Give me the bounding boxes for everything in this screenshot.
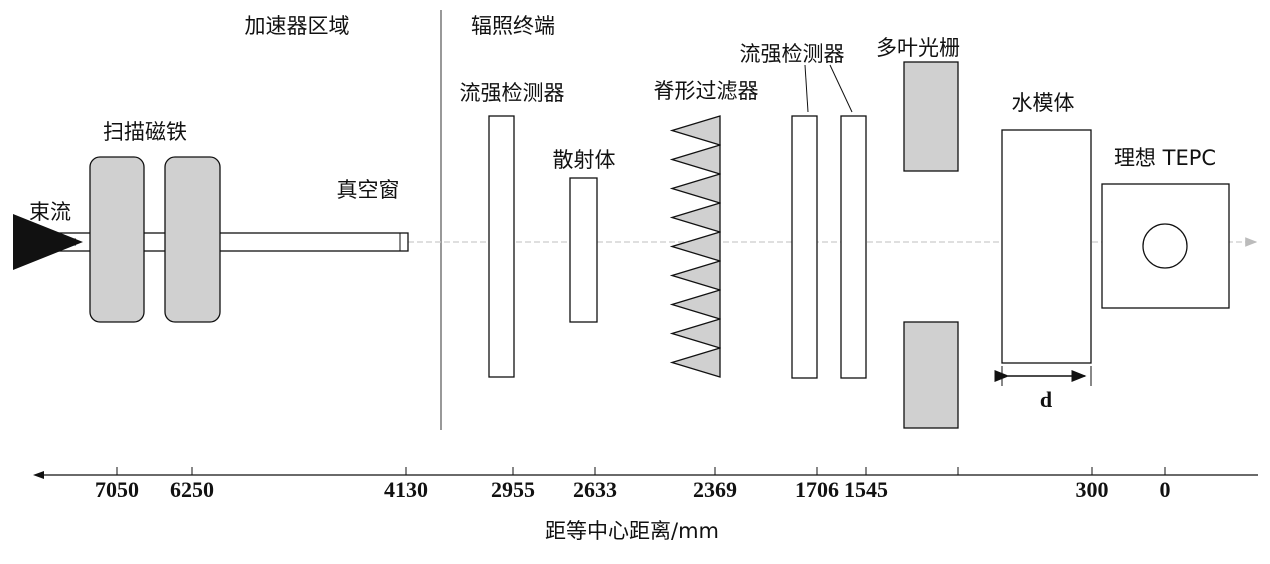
water-phantom [1001,129,1092,364]
label: d [1040,387,1052,412]
ridge-tooth [669,173,721,204]
label: 理想 TEPC [1114,146,1216,170]
tick-label: 2633 [573,477,617,502]
label: 扫描磁铁 [103,120,187,144]
label: 流强检测器 [460,81,565,105]
tick-label: 1706 [795,477,839,502]
ridge-tooth [669,347,721,378]
label: 脊形过滤器 [654,79,759,103]
magnet [164,156,221,323]
leader [804,64,809,113]
region-label: 加速器区域 [245,14,350,38]
label: 束流 [29,200,71,224]
monitor [488,115,515,378]
tick-label: 4130 [384,477,428,502]
label: 流强检测器 [740,42,845,66]
tick-label: 0 [1160,477,1171,502]
tick-label: 2369 [693,477,737,502]
tick-label: 1545 [844,477,888,502]
leader [829,64,853,113]
label: 水模体 [1012,91,1075,115]
label: 多叶光栅 [876,36,960,60]
ridge-tooth [669,318,721,349]
ridge-tooth [669,144,721,175]
mlc-leaf [903,61,959,172]
mlc-leaf [903,321,959,429]
ridge-tooth [669,231,721,262]
tick-label: 6250 [170,477,214,502]
monitor [840,115,867,379]
ridge-tooth [669,260,721,291]
region-label: 辐照终端 [471,14,555,38]
axis-arrow [33,471,44,479]
magnet [89,156,145,323]
label: 散射体 [553,148,616,172]
ridge-tooth [669,202,721,233]
axis-label: 距等中心距离/mm [545,519,719,543]
ridge-filter [669,115,721,378]
ridge-tooth [669,115,721,146]
tick-label: 300 [1076,477,1109,502]
scatterer [569,177,598,323]
label: 真空窗 [337,178,400,202]
tick-label: 2955 [491,477,535,502]
tepc [1142,223,1188,269]
ridge-tooth [669,289,721,320]
monitor [791,115,818,379]
tick-label: 7050 [95,477,139,502]
